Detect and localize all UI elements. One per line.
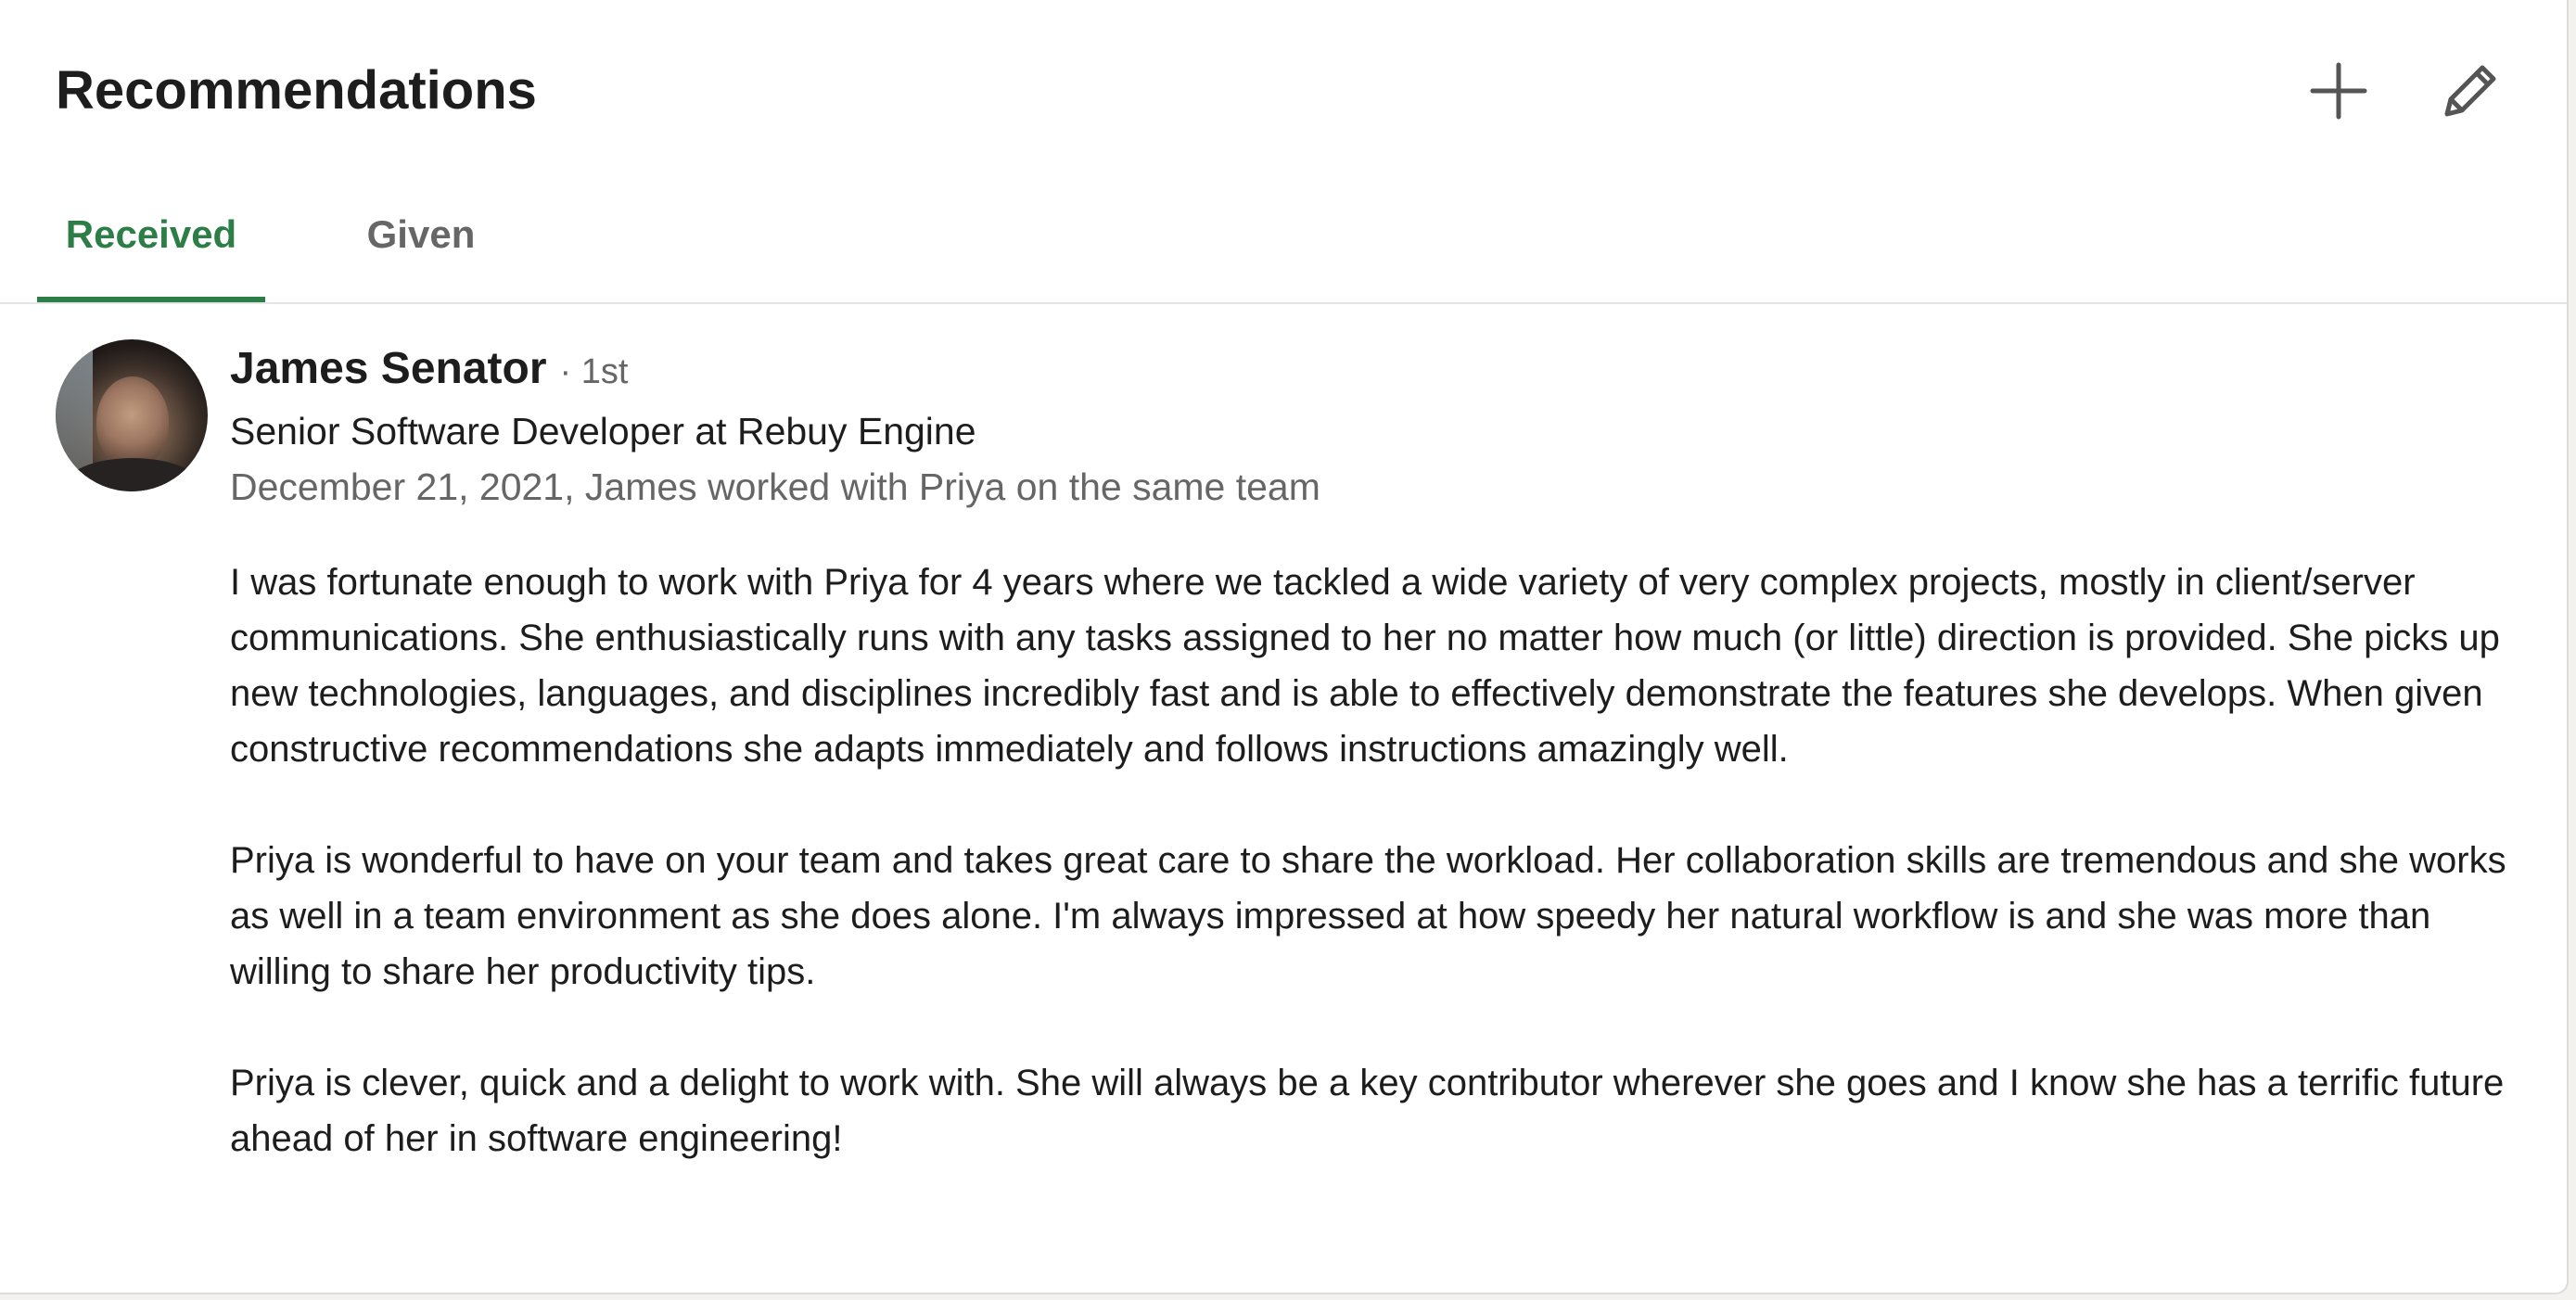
add-recommendation-button[interactable] — [2300, 52, 2378, 130]
recommender-headline: Senior Software Developer at Rebuy Engin… — [230, 410, 976, 452]
edit-recommendations-button[interactable] — [2431, 52, 2509, 130]
tab-received[interactable]: Received — [37, 167, 265, 302]
pencil-icon — [2444, 65, 2496, 117]
tab-given[interactable]: Given — [366, 212, 476, 256]
plus-icon — [2310, 62, 2367, 120]
recommendation-paragraph: Priya is clever, quick and a delight to … — [230, 1063, 2505, 1159]
avatar-face — [96, 376, 169, 467]
recommendation-tabs: Received Given — [0, 167, 2567, 304]
recommendation-text: I was fortunate enough to work with Priy… — [230, 554, 2530, 1166]
recommendation-meta: December 21, 2021, James worked with Pri… — [230, 465, 1320, 508]
connection-degree: · 1st — [559, 352, 629, 391]
recommendation-paragraph: Priya is wonderful to have on your team … — [230, 840, 2506, 992]
avatar[interactable] — [56, 339, 208, 491]
section-title: Recommendations — [56, 60, 537, 121]
recommendation-paragraph: I was fortunate enough to work with Priy… — [230, 562, 2500, 770]
recommender-name-line: James Senator · 1st — [230, 343, 628, 402]
recommender-name[interactable]: James Senator — [230, 344, 547, 393]
